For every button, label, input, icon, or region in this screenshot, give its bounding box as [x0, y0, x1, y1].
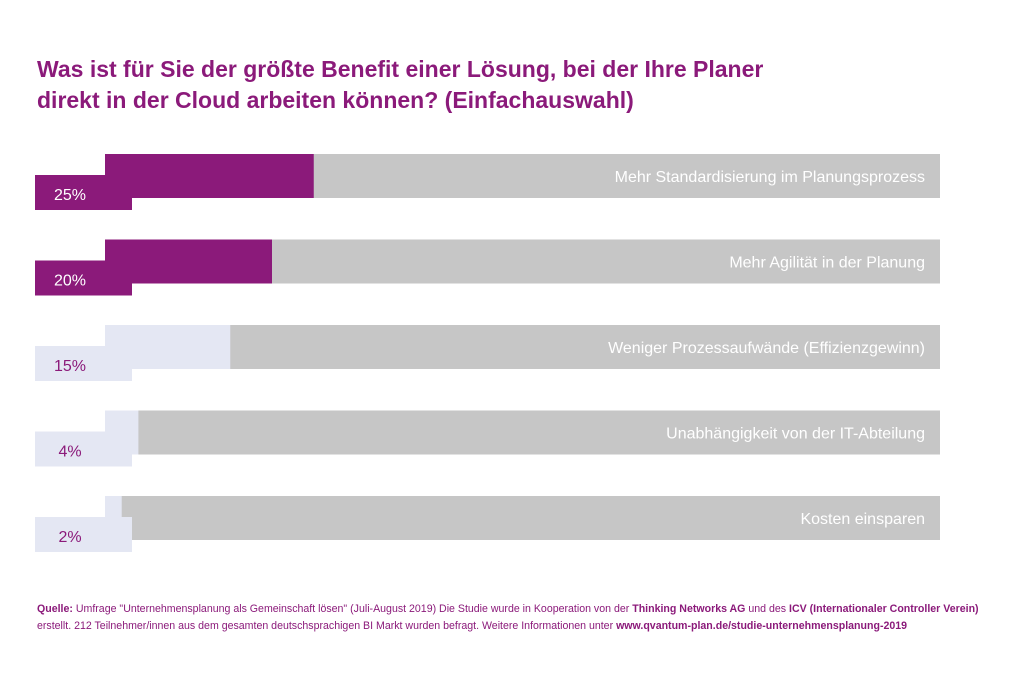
bar-track — [105, 325, 940, 369]
category-label: Mehr Agilität in der Planung — [729, 255, 925, 272]
chart-title-line-2: direkt in der Cloud arbeiten können? (Ei… — [37, 87, 634, 113]
ribbon-tab — [35, 175, 132, 210]
footer-line-1: Quelle: Umfrage "Unternehmensplanung als… — [37, 601, 997, 618]
category-label: Kosten einsparen — [800, 511, 925, 528]
ribbon-tab — [35, 260, 132, 296]
value-label: 2% — [58, 529, 81, 546]
category-label: Unabhängigkeit von der IT-Abteilung — [666, 426, 925, 443]
value-label: 4% — [58, 444, 81, 461]
ribbon-tab — [35, 431, 132, 467]
source-footer: Quelle: Umfrage "Unternehmensplanung als… — [37, 601, 997, 635]
footer-org-1: Thinking Networks AG — [632, 603, 746, 615]
footer-text-2: und des — [745, 603, 790, 615]
category-label: Weniger Prozessaufwände (Effizienzgewinn… — [608, 340, 925, 357]
ribbon-tab — [35, 346, 132, 381]
chart-title: Was ist für Sie der größte Benefit einer… — [37, 54, 937, 116]
footer-text-3: erstellt. 212 Teilnehmer/innen aus dem g… — [37, 620, 617, 632]
ribbon-tab — [35, 517, 132, 552]
value-label: 25% — [54, 187, 86, 204]
bar-chart: 25% Mehr Standardisierung im Planungsproz… — [35, 154, 940, 552]
footer-url[interactable]: www.qvantum-plan.de/studie-unternehmensp… — [616, 620, 908, 632]
source-label: Quelle: — [37, 603, 73, 615]
category-label: Mehr Standardisierung im Planungsprozess — [615, 169, 925, 186]
footer-line-2: erstellt. 212 Teilnehmer/innen aus dem g… — [37, 618, 997, 635]
value-label: 20% — [54, 273, 86, 290]
chart-title-line-1: Was ist für Sie der größte Benefit einer… — [37, 56, 764, 82]
value-label: 15% — [54, 358, 86, 375]
bar-track — [105, 496, 940, 540]
footer-text-1: Umfrage "Unternehmensplanung als Gemeins… — [72, 603, 633, 615]
bar-track — [105, 410, 940, 455]
bar — [105, 239, 272, 284]
footer-org-2: ICV (Internationaler Controller Verein) — [789, 603, 979, 615]
bar — [105, 154, 314, 198]
